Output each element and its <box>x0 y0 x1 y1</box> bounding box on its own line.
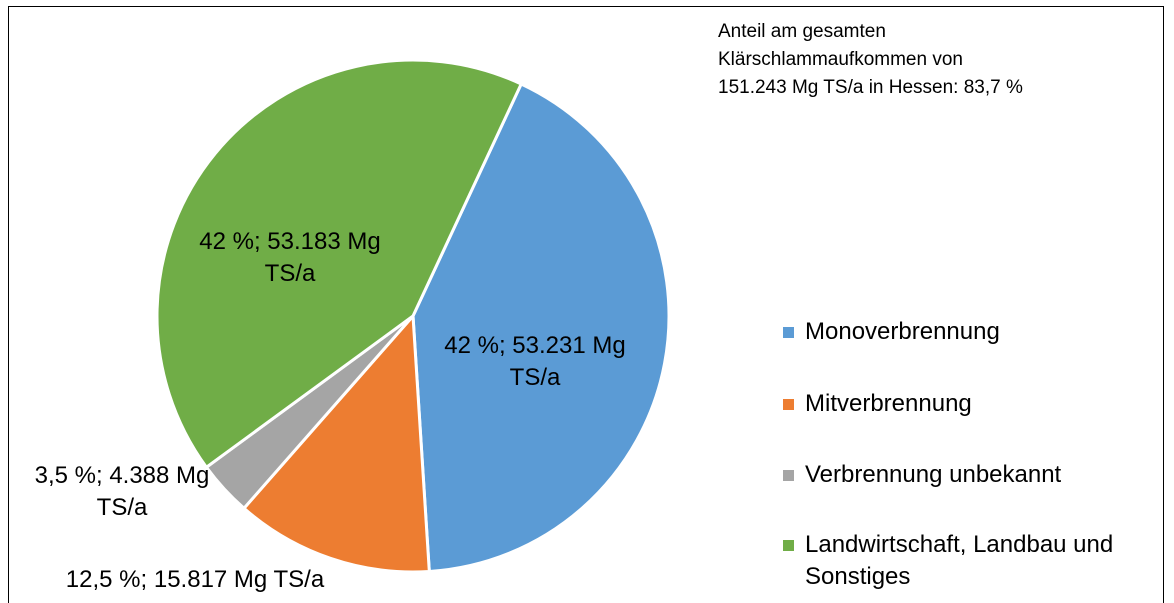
data-label: 42 %; 53.183 Mg TS/a <box>199 228 381 287</box>
data-label: 12,5 %; 15.817 Mg TS/a <box>65 566 325 593</box>
legend-swatch <box>783 399 794 410</box>
legend-label: Verbrennung unbekannt <box>805 461 1062 488</box>
annotation: Anteil am gesamten <box>718 21 886 42</box>
legend-swatch <box>783 540 794 551</box>
legend-label: Mitverbrennung <box>805 390 972 417</box>
legend-swatch <box>783 327 794 338</box>
pie-slice <box>411 81 671 574</box>
chart-frame <box>8 6 1164 603</box>
annotation: 151.243 Mg TS/a in Hessen: 83,7 % <box>718 77 1023 98</box>
legend-swatch <box>783 470 794 481</box>
pie-slice <box>241 312 431 574</box>
pie-slice <box>155 58 524 470</box>
data-label: 42 %; 53.231 Mg TS/a <box>444 332 626 391</box>
legend-label: Monoverbrennung <box>805 318 1000 345</box>
data-label: 3,5 %; 4.388 Mg TS/a <box>34 462 210 521</box>
legend-label: Landwirtschaft, Landbau und Sonstiges <box>805 531 1114 590</box>
annotation: Klärschlammaufkommen von <box>718 49 963 70</box>
